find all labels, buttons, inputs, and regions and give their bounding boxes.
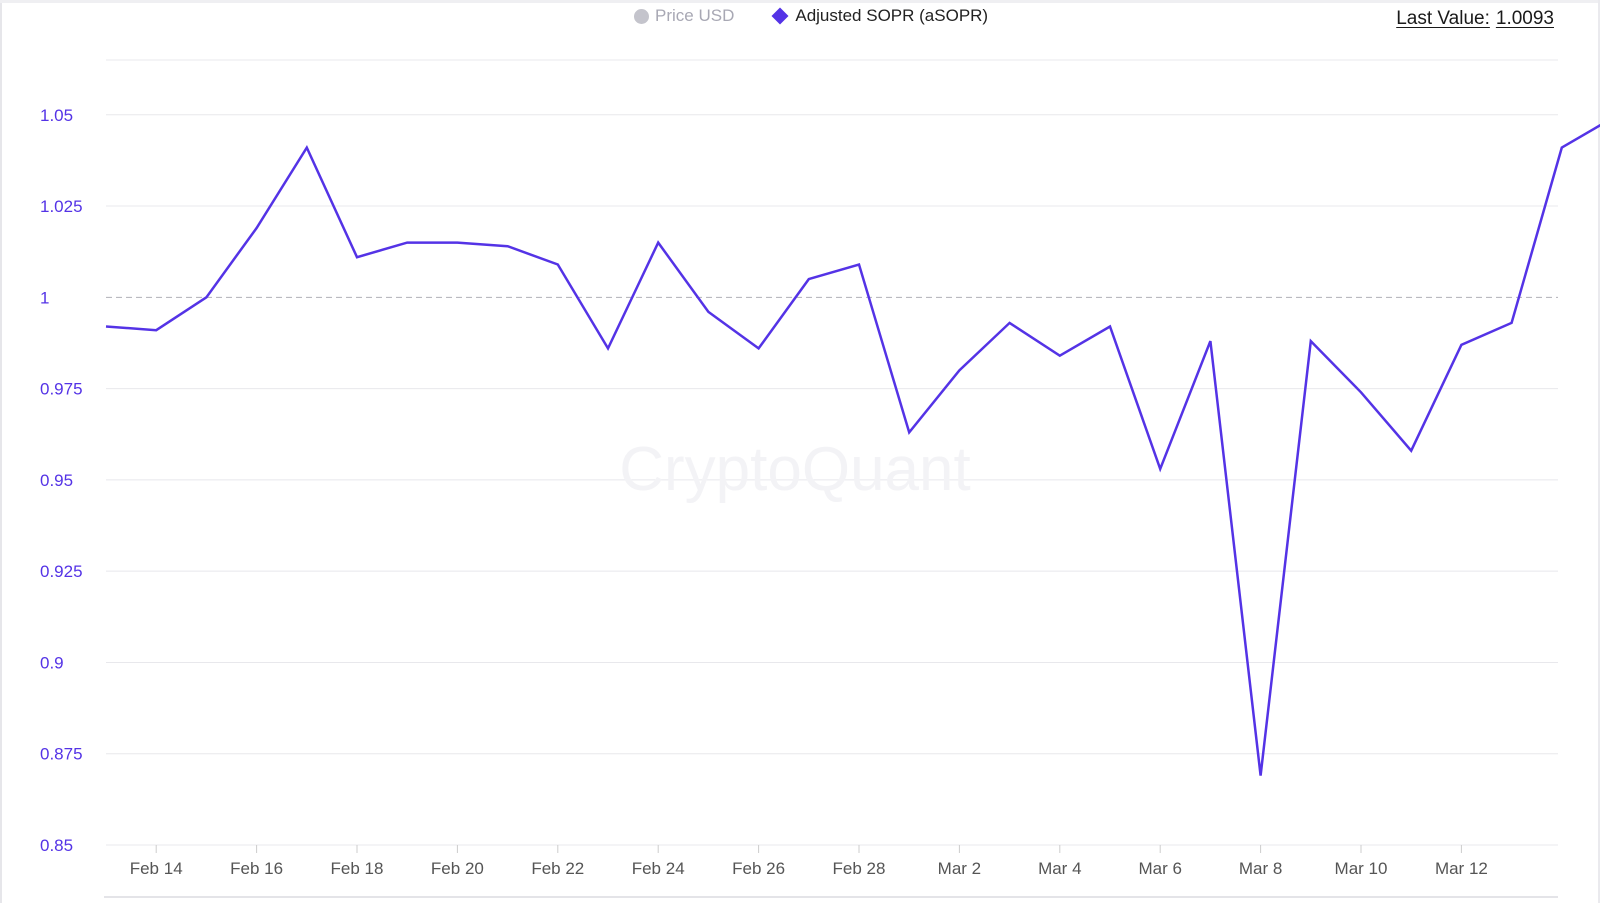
- y-tick-label: 0.925: [40, 562, 83, 581]
- y-tick-label: 1.025: [40, 197, 83, 216]
- x-tick-label: Mar 6: [1138, 859, 1181, 878]
- legend-label-price-usd: Price USD: [655, 6, 735, 25]
- y-tick-label: 1: [40, 288, 49, 307]
- x-tick-label: Feb 14: [130, 859, 183, 878]
- x-tick-label: Mar 4: [1038, 859, 1081, 878]
- last-value-number: 1.0093: [1495, 8, 1554, 29]
- watermark-text: CryptoQuant: [619, 435, 971, 504]
- y-tick-label: 0.975: [40, 380, 83, 399]
- series-line-asopr[interactable]: [105, 118, 1600, 776]
- last-value-label: Last Value:: [1396, 8, 1490, 29]
- y-tick-label: 0.875: [40, 745, 83, 764]
- navigator-strip: [104, 896, 1558, 898]
- legend-label-asopr: Adjusted SOPR (aSOPR): [795, 6, 989, 25]
- chart-legend: Price USD Adjusted SOPR (aSOPR): [634, 6, 988, 26]
- diamond-marker-icon: [771, 7, 789, 25]
- x-tick-label: Feb 22: [531, 859, 584, 878]
- last-value-readout: Last Value: 1.0093: [1396, 8, 1560, 30]
- x-tick-label: Feb 16: [230, 859, 283, 878]
- circle-marker-icon: [634, 8, 649, 24]
- y-axis-ticks: 1.05 1.025 1 0.975 0.95 0.925 0.9 0.875 0.85: [40, 106, 83, 855]
- frame-top-border: [0, 0, 1600, 3]
- x-tick-label: Mar 2: [938, 859, 981, 878]
- x-axis-ticks: Feb 14 Feb 16 Feb 18 Feb 20 Feb 22 Feb 24 Feb …: [130, 845, 1488, 878]
- x-tick-label: Feb 18: [331, 859, 384, 878]
- x-tick-label: Mar 8: [1239, 859, 1282, 878]
- y-tick-label: 0.95: [40, 471, 73, 490]
- y-tick-label: 0.9: [40, 653, 64, 672]
- x-tick-label: Feb 24: [632, 859, 685, 878]
- x-tick-label: Feb 26: [732, 859, 785, 878]
- frame-left-border: [0, 0, 2, 903]
- x-tick-label: Mar 12: [1435, 859, 1488, 878]
- x-tick-label: Feb 28: [833, 859, 886, 878]
- x-tick-label: Mar 10: [1335, 859, 1388, 878]
- y-tick-label: 0.85: [40, 836, 73, 855]
- legend-item-asopr[interactable]: Adjusted SOPR (aSOPR): [771, 6, 989, 26]
- x-tick-label: Feb 20: [431, 859, 484, 878]
- grid-lines: [106, 59, 1558, 846]
- frame-right-border: [1598, 0, 1600, 903]
- y-tick-label: 1.05: [40, 106, 73, 125]
- legend-item-price-usd[interactable]: Price USD: [634, 6, 734, 26]
